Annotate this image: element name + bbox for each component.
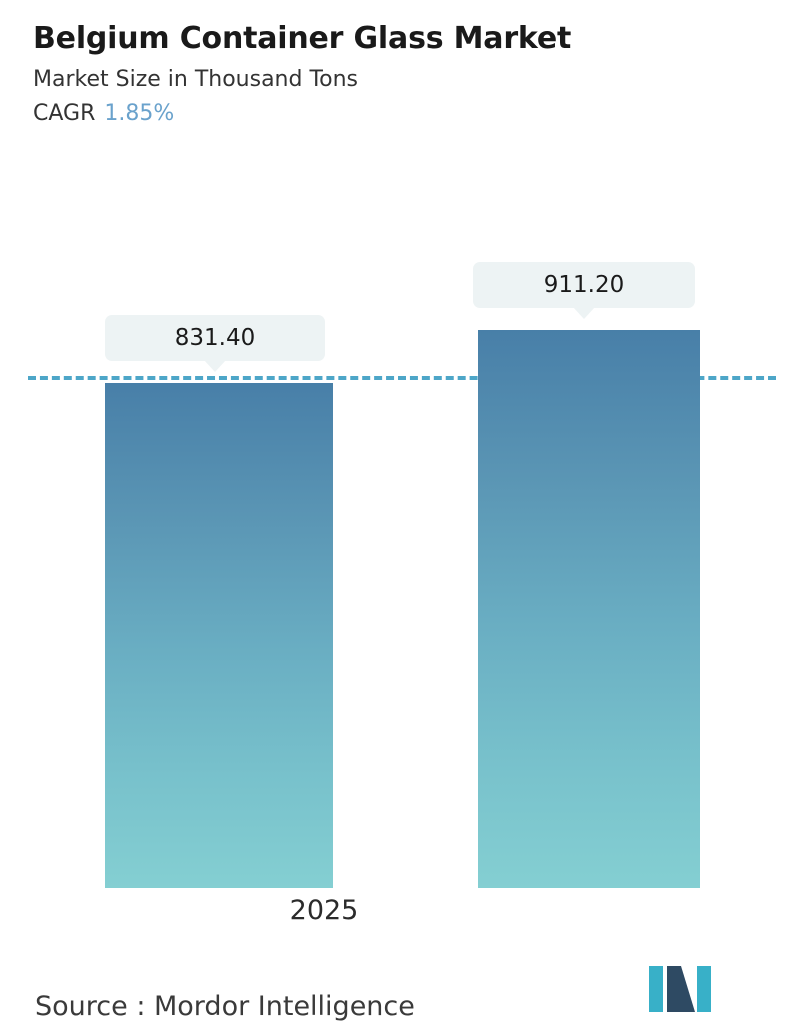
chart-footer: Source : Mordor Intelligence	[0, 944, 796, 1034]
cagr-row: CAGR 1.85%	[33, 101, 763, 126]
bar-value-callout-2030: 911.20	[473, 262, 695, 319]
page-title: Belgium Container Glass Market	[33, 21, 572, 56]
cagr-value: 1.85%	[104, 100, 175, 126]
bar-value-callout-2025: 831.40	[105, 315, 325, 372]
bar-2030-fill	[478, 330, 700, 888]
reference-dashed-line	[28, 376, 776, 380]
chart-header: Belgium Container Glass Market Market Si…	[33, 21, 763, 126]
chart-subtitle: Market Size in Thousand Tons	[33, 66, 359, 92]
bar-2025: 2025	[105, 383, 358, 926]
bar-2030: 2030	[478, 330, 700, 888]
bar-chart: 831.40 911.20 2025 2030	[0, 210, 796, 926]
x-axis-label-2025: 2025	[289, 895, 359, 926]
source-text: Source : Mordor Intelligence	[35, 991, 415, 1022]
bar-2025-fill	[105, 383, 333, 888]
mordor-intelligence-logo	[649, 966, 711, 1012]
cagr-label: CAGR	[33, 100, 96, 126]
